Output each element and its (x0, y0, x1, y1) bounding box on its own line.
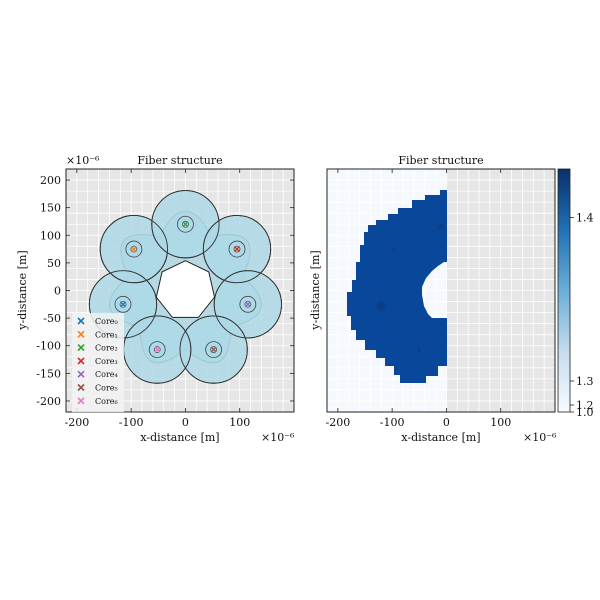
colorbar-tick-label: 1.2 (576, 399, 594, 412)
legend-marker (77, 344, 85, 352)
y-tick-label: 100 (40, 229, 61, 242)
core-marker (120, 301, 126, 308)
right-core-dot (392, 247, 396, 251)
y-tick-label: -200 (36, 395, 61, 408)
legend-label: Core₃ (95, 357, 118, 366)
right-core-dot (376, 301, 386, 311)
core-ring (114, 295, 132, 313)
right-core-dot (417, 348, 421, 352)
right-plot-frame (326, 168, 556, 413)
colorbar-ticks: 1.4 1.3 1.21.0 (570, 212, 594, 419)
x-tick-label: 100 (490, 416, 511, 429)
colorbar (557, 168, 571, 413)
y-tick-label: -50 (43, 312, 61, 325)
core-center (182, 220, 189, 228)
y-tick-label: 0 (54, 285, 61, 298)
right-chart-title: Fiber structure (398, 154, 483, 167)
colorbar-tick-label: 1.3 (576, 375, 594, 388)
right-x-axis-label: x-distance [m] (401, 431, 480, 444)
y-tick-label: 200 (40, 174, 61, 187)
colorbar-tick-label: 1.0 (576, 406, 594, 419)
core-marker (210, 346, 217, 353)
legend-marker (77, 397, 85, 405)
core-ring (239, 295, 257, 313)
left-y-scale-label: ×10⁻⁶ (66, 154, 100, 167)
legend-label: Core₁ (95, 330, 118, 339)
left-x-axis-label: x-distance [m] (140, 431, 219, 444)
x-tick-label: -200 (325, 416, 350, 429)
x-tick-label: -100 (380, 416, 405, 429)
right-core-dot (438, 224, 444, 230)
legend-label: Core₂ (95, 344, 118, 353)
core-center (153, 346, 161, 353)
legend-marker (77, 383, 85, 392)
core-marker (182, 221, 189, 228)
left-chart: -200 -100 0 100-200-150-100-50050100150200 … (16, 154, 295, 444)
core-cladding-outline (179, 315, 248, 384)
core-center (119, 300, 127, 308)
y-tick-label: -100 (36, 340, 61, 353)
core-cladding-outline (151, 190, 220, 259)
y-tick-label: 150 (40, 202, 61, 215)
core-marker (234, 246, 240, 253)
core-ring (148, 341, 166, 358)
x-tick-label: 0 (443, 416, 450, 429)
right-region-dots (376, 224, 444, 352)
right-axis-ticks: -200 -100 0 100 (325, 169, 511, 429)
core-center (130, 245, 138, 253)
core-ring (205, 341, 223, 358)
legend-label: Core₅ (95, 384, 118, 393)
core-cladding-outline (202, 214, 272, 284)
legend-label: Core₀ (95, 317, 118, 326)
core-marker (244, 301, 251, 308)
right-x-scale-label: ×10⁻⁶ (523, 431, 557, 444)
legend-marker (77, 330, 85, 338)
legend-marker (77, 370, 85, 378)
left-chart-title: Fiber structure (137, 154, 222, 167)
left-x-scale-label: ×10⁻⁶ (261, 431, 295, 444)
central-hole (155, 260, 216, 318)
core-cladding-outline (213, 270, 282, 339)
y-tick-label: -150 (36, 367, 61, 380)
core-marker (154, 346, 161, 353)
right-y-axis-label: y-distance [m] (309, 250, 322, 330)
left-legend: Core₀ Core₁ Core₂ Core₃ Core₄ Core₅ Core₆ (72, 313, 124, 413)
core-center (244, 300, 252, 308)
legend-label: Core₆ (95, 397, 118, 406)
core-ring (177, 215, 194, 233)
right-refractive-index-region (347, 190, 447, 383)
right-chart: -200 -100 0 100 Fiber structure x-distance … (309, 154, 594, 444)
legend-marker (77, 317, 85, 325)
legend-box (72, 313, 124, 413)
legend-marker (77, 357, 85, 365)
core-center (233, 245, 241, 253)
core-center (210, 346, 218, 353)
core-ring (125, 240, 143, 258)
left-y-axis-label: y-distance [m] (16, 250, 29, 330)
core-cladding-outline (99, 214, 168, 284)
legend-label: Core₄ (95, 370, 118, 379)
x-tick-label: 100 (229, 416, 250, 429)
x-tick-label: -100 (119, 416, 144, 429)
left-axis-ticks: -200 -100 0 100 -200 -150 -100 -50 0 50 100 150 200 (36, 169, 294, 429)
x-tick-label: 0 (182, 416, 189, 429)
y-tick-label: 50 (47, 257, 61, 270)
core-marker (130, 246, 137, 253)
x-tick-label: -200 (64, 416, 89, 429)
colorbar-tick-label: 1.4 (576, 212, 594, 225)
left-core-markers (120, 221, 251, 353)
core-ring (228, 240, 246, 258)
